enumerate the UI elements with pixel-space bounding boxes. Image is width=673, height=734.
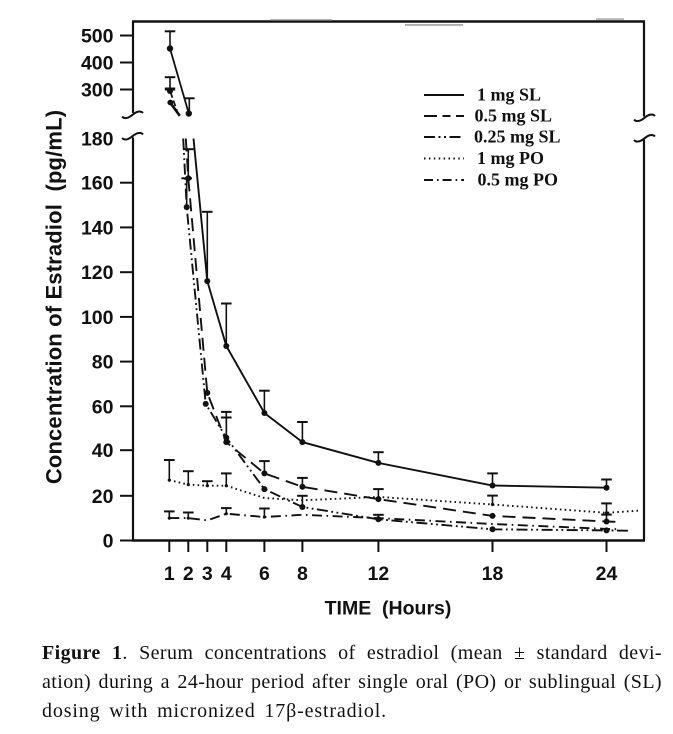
svg-text:8: 8 bbox=[297, 563, 308, 585]
svg-text:400: 400 bbox=[81, 53, 114, 75]
svg-text:100: 100 bbox=[81, 307, 114, 329]
svg-text:180: 180 bbox=[81, 128, 114, 150]
svg-text:1 mg PO: 1 mg PO bbox=[477, 148, 544, 168]
svg-text:1: 1 bbox=[164, 563, 175, 585]
svg-text:18: 18 bbox=[482, 563, 504, 585]
svg-text:TIME (Hours): TIME (Hours) bbox=[325, 598, 452, 620]
svg-text:300: 300 bbox=[81, 80, 114, 102]
svg-text:24: 24 bbox=[596, 563, 618, 585]
svg-text:500: 500 bbox=[81, 26, 114, 48]
svg-text:6: 6 bbox=[259, 563, 270, 585]
svg-text:0.25 mg SL: 0.25 mg SL bbox=[474, 127, 561, 147]
svg-text:3: 3 bbox=[202, 563, 213, 585]
svg-text:1 mg SL: 1 mg SL bbox=[477, 85, 541, 105]
svg-text:Concentration of Estradiol (p: Concentration of Estradiol (pg/mL) bbox=[42, 110, 67, 484]
svg-text:120: 120 bbox=[81, 262, 114, 284]
svg-text:60: 60 bbox=[92, 396, 114, 418]
svg-text:40: 40 bbox=[92, 440, 114, 462]
svg-text:0.5 mg PO: 0.5 mg PO bbox=[478, 170, 559, 190]
svg-text:0.5 mg SL: 0.5 mg SL bbox=[475, 106, 553, 126]
svg-text:4: 4 bbox=[221, 563, 232, 585]
svg-text:160: 160 bbox=[81, 173, 114, 195]
svg-text:0: 0 bbox=[103, 531, 114, 553]
svg-text:20: 20 bbox=[92, 486, 114, 508]
svg-text:80: 80 bbox=[92, 352, 114, 374]
svg-text:12: 12 bbox=[368, 563, 390, 585]
svg-text:140: 140 bbox=[81, 217, 114, 239]
svg-text:2: 2 bbox=[183, 563, 194, 585]
